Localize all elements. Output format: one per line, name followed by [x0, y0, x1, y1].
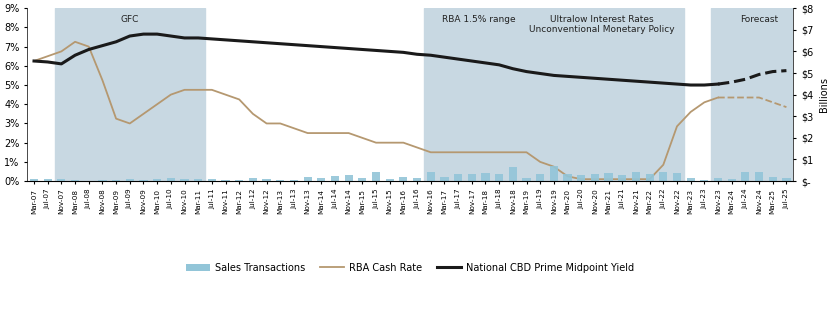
Bar: [57, 179, 66, 181]
Bar: [235, 180, 243, 181]
Bar: [194, 179, 202, 181]
Bar: [126, 180, 134, 181]
Bar: [714, 178, 722, 181]
Text: Ultralow Interest Rates
Unconventional Monetary Policy: Ultralow Interest Rates Unconventional M…: [529, 15, 675, 34]
Bar: [711, 8, 807, 181]
Bar: [769, 177, 777, 181]
Bar: [358, 178, 367, 181]
Bar: [441, 177, 448, 181]
Bar: [509, 167, 517, 181]
Bar: [632, 172, 640, 181]
Bar: [577, 175, 586, 181]
Bar: [495, 173, 503, 181]
Bar: [249, 178, 257, 181]
Bar: [659, 172, 667, 181]
Bar: [413, 178, 421, 181]
Text: Forecast: Forecast: [740, 15, 778, 24]
Bar: [701, 180, 708, 181]
Legend: Sales Transactions, RBA Cash Rate, National CBD Prime Midpoint Yield: Sales Transactions, RBA Cash Rate, Natio…: [182, 259, 638, 276]
Bar: [331, 176, 339, 181]
Text: GFC: GFC: [121, 15, 139, 24]
Bar: [30, 179, 38, 181]
Bar: [618, 175, 626, 181]
Bar: [43, 179, 52, 181]
Bar: [386, 179, 394, 181]
Bar: [522, 178, 531, 181]
Bar: [426, 172, 435, 181]
Bar: [222, 180, 230, 181]
Bar: [481, 173, 490, 181]
Bar: [563, 174, 571, 181]
Bar: [454, 173, 462, 181]
Bar: [153, 180, 162, 181]
Bar: [54, 8, 205, 181]
Bar: [520, 8, 684, 181]
Bar: [71, 180, 79, 181]
Bar: [727, 179, 736, 181]
Bar: [399, 177, 407, 181]
Bar: [345, 175, 352, 181]
Bar: [550, 166, 558, 181]
Bar: [741, 172, 750, 181]
Bar: [372, 172, 380, 181]
Bar: [181, 179, 188, 181]
Bar: [207, 180, 216, 181]
Bar: [262, 179, 271, 181]
Bar: [277, 180, 284, 181]
Text: RBA 1.5% range: RBA 1.5% range: [441, 15, 516, 24]
Bar: [646, 174, 654, 181]
Bar: [98, 180, 107, 181]
Y-axis label: Billions: Billions: [819, 77, 829, 112]
Bar: [467, 173, 476, 181]
Bar: [605, 173, 613, 181]
Bar: [424, 8, 533, 181]
Bar: [591, 173, 599, 181]
Bar: [290, 180, 298, 181]
Bar: [167, 178, 175, 181]
Bar: [112, 180, 120, 181]
Bar: [317, 178, 326, 181]
Bar: [673, 173, 681, 181]
Bar: [536, 173, 544, 181]
Bar: [755, 172, 763, 181]
Bar: [782, 178, 791, 181]
Bar: [303, 177, 312, 181]
Bar: [686, 178, 695, 181]
